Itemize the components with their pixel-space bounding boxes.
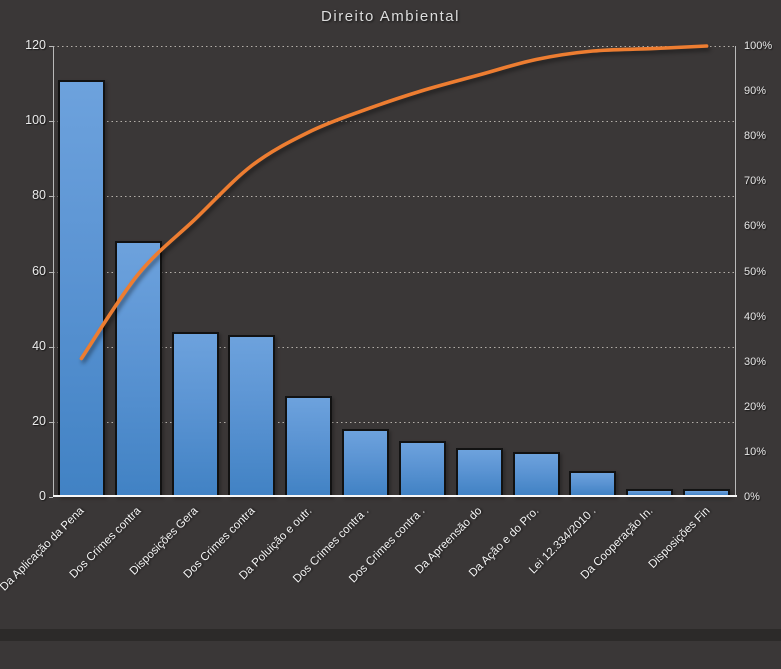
cumulative-line: [79, 44, 709, 361]
left-axis-line: [53, 46, 54, 497]
right-axis-tick-label: 70%: [744, 175, 767, 188]
left-axis-tick-label: 20: [32, 413, 46, 428]
right-axis-tick-label: 10%: [744, 445, 767, 458]
bar: [171, 331, 219, 497]
right-axis-tick-label: 90%: [744, 85, 767, 98]
right-axis-tick-label: 30%: [744, 355, 767, 368]
cumulative-line-path: [79, 44, 709, 361]
right-axis-line: [735, 46, 736, 497]
right-axis-tick-label: 50%: [744, 265, 767, 278]
gridline: [53, 271, 735, 273]
pareto-chart: Direito Ambiental 0 20 40 60 80 100 120 0% 10% 2…: [0, 8, 781, 641]
plot-area: [53, 44, 737, 497]
left-axis-tick-label: 40: [32, 338, 46, 353]
left-axis-tick-label: 100: [25, 113, 46, 128]
gridline: [53, 346, 735, 348]
left-axis-tick-mark: [49, 196, 53, 198]
left-axis-tick-label: 120: [25, 38, 46, 52]
bar: [285, 395, 333, 497]
right-axis-tick-label: 60%: [744, 220, 767, 233]
bar: [57, 79, 105, 497]
right-axis-tick-label: 100%: [744, 40, 773, 52]
gridline: [53, 46, 735, 47]
right-axis-tick-label: 80%: [744, 130, 767, 143]
left-axis-tick-mark: [49, 46, 53, 47]
left-axis-tick-mark: [49, 421, 53, 423]
bar: [114, 241, 162, 497]
gridline: [53, 196, 735, 198]
bar: [228, 335, 276, 497]
right-axis-tick-label: 20%: [744, 400, 767, 413]
left-axis-tick-label: 0: [39, 489, 46, 503]
x-axis-baseline: [53, 495, 737, 497]
left-axis-tick-mark: [49, 497, 53, 498]
left-axis-tick-label: 60: [32, 263, 46, 278]
left-axis-tick-mark: [49, 346, 53, 348]
x-category-label: Da Aplicação da Pena: [0, 505, 87, 594]
right-axis-tick-label: 40%: [744, 310, 767, 323]
left-axis-tick-mark: [49, 271, 53, 273]
gridline: [53, 121, 735, 123]
bar: [398, 440, 446, 497]
right-axis-tick-label: 0%: [744, 491, 760, 503]
chart-title: Direito Ambiental: [321, 8, 460, 25]
footer-strip: [0, 629, 781, 641]
bar: [342, 429, 390, 497]
gridline: [53, 421, 735, 423]
left-axis-tick-label: 80: [32, 188, 46, 203]
left-axis-tick-mark: [49, 121, 53, 123]
